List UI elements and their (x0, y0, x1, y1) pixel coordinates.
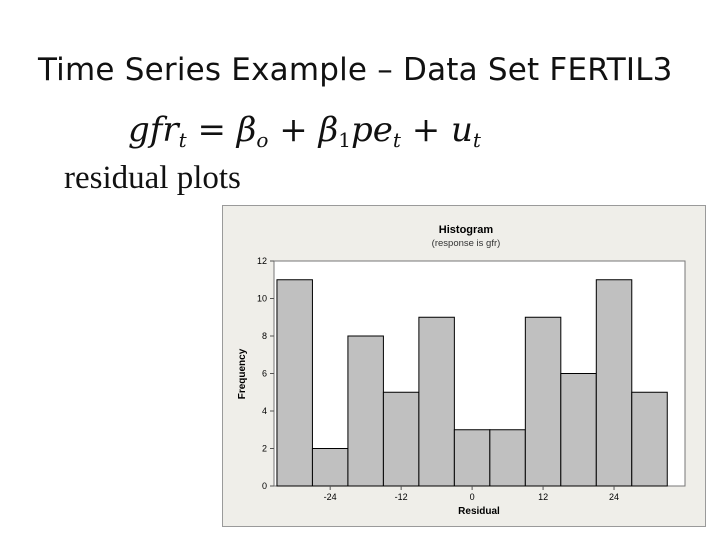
histogram-bar-6 (453, 429, 491, 487)
residual-plots-heading: residual plots (64, 160, 241, 196)
x-tick-label-3: 12 (538, 492, 548, 502)
histogram-bar-1 (276, 279, 313, 487)
x-tick-label-1: -12 (395, 492, 408, 502)
eq-plus-1: + (268, 110, 319, 150)
y-tick-label-6: 12 (257, 256, 267, 266)
y-tick-label-0: 0 (262, 481, 267, 491)
eq-plus-2: + (400, 110, 452, 150)
eq-equals: = (186, 110, 237, 150)
x-axis: -24 -12 0 12 24 (324, 486, 619, 502)
eq-beta-1-subscript: 1 (338, 128, 351, 152)
eq-beta-0-subscript: o (256, 128, 269, 152)
y-axis-label: Frequency (237, 348, 248, 399)
histogram-bar-8 (524, 316, 562, 487)
x-tick-label-4: 24 (609, 492, 619, 502)
histogram-bar-4 (382, 391, 420, 487)
chart-subtitle: (response is gfr) (432, 238, 501, 249)
eq-beta-0: β (236, 110, 257, 150)
histogram-bar-7 (489, 429, 526, 487)
x-tick-label-0: -24 (324, 492, 337, 502)
y-tick-label-5: 10 (257, 294, 267, 304)
eq-beta-1: β (318, 110, 339, 150)
bars-layer (276, 279, 668, 487)
histogram-bar-5 (418, 316, 455, 487)
regression-equation: gfrt = βo + β1pet + ut (128, 110, 481, 152)
y-tick-label-1: 2 (262, 444, 267, 454)
y-tick-label-3: 6 (262, 369, 267, 379)
slide-title: Time Series Example – Data Set FERTIL3 (38, 52, 673, 88)
eq-pe-subscript: t (392, 128, 401, 152)
histogram-bar-3 (347, 335, 384, 487)
eq-u: u (451, 110, 473, 150)
histogram-bar-10 (595, 279, 633, 487)
histogram-bar-9 (560, 373, 597, 487)
eq-gfr-subscript: t (178, 128, 187, 152)
eq-u-subscript: t (472, 128, 481, 152)
histogram-panel: Histogram (response is gfr) 0 2 4 6 8 10 12 -2… (222, 205, 706, 527)
eq-pe: pe (350, 110, 393, 150)
histogram-bar-2 (311, 448, 349, 487)
histogram-bar-11 (631, 391, 668, 487)
x-axis-label: Residual (458, 506, 500, 517)
eq-gfr: gfr (128, 110, 179, 150)
chart-title: Histogram (439, 224, 494, 236)
x-tick-label-2: 0 (470, 492, 475, 502)
y-tick-label-4: 8 (262, 331, 267, 341)
y-tick-label-2: 4 (262, 406, 267, 416)
y-axis: 0 2 4 6 8 10 12 (257, 256, 274, 491)
